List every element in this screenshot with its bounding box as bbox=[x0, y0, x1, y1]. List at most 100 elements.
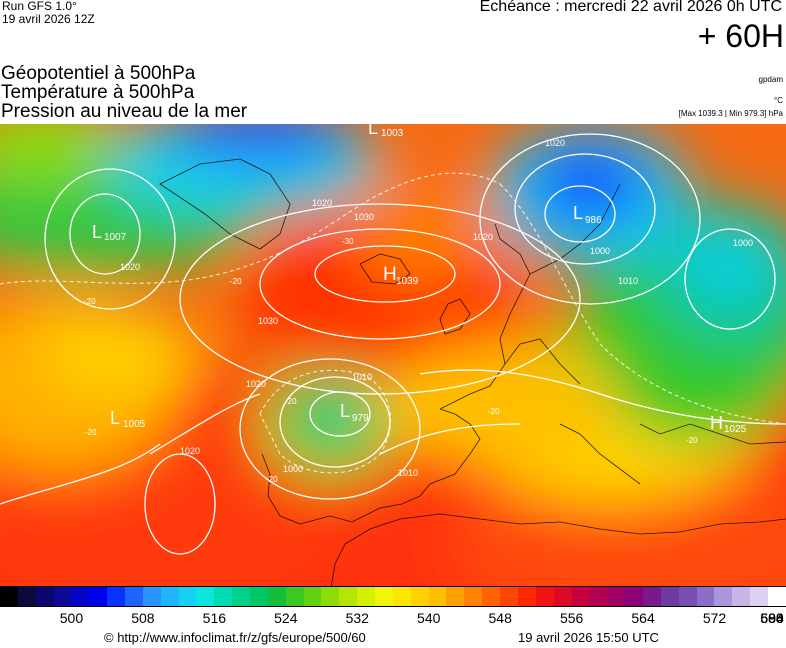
svg-text:1020: 1020 bbox=[120, 262, 140, 272]
colorbar-swatch bbox=[107, 587, 126, 606]
isotherms bbox=[0, 172, 786, 474]
colorbar-swatch bbox=[35, 587, 54, 606]
svg-text:-30: -30 bbox=[342, 237, 354, 246]
colorbar-swatch bbox=[178, 587, 197, 606]
colorbar-tick-label: 500 bbox=[59, 610, 84, 626]
lead-time: + 60H bbox=[697, 18, 784, 54]
svg-text:-20: -20 bbox=[230, 277, 242, 286]
svg-text:-20: -20 bbox=[85, 428, 97, 437]
colorbar-tick-label: 540 bbox=[417, 610, 441, 626]
coastlines bbox=[159, 158, 786, 586]
colorbar-tick-label: 596 bbox=[760, 610, 784, 626]
colorbar-swatch bbox=[428, 587, 447, 606]
svg-text:1020: 1020 bbox=[545, 138, 565, 148]
colorbar-swatch bbox=[339, 587, 358, 606]
low-label: L bbox=[340, 401, 350, 421]
svg-text:1020: 1020 bbox=[312, 198, 332, 208]
svg-text:1020: 1020 bbox=[246, 379, 266, 389]
unit-geopotential: gpdam bbox=[758, 75, 783, 84]
colorbar-swatch bbox=[89, 587, 108, 606]
colorbar-swatch bbox=[553, 587, 572, 606]
svg-text:1010: 1010 bbox=[398, 468, 418, 478]
colorbar-swatch bbox=[142, 587, 161, 606]
colorbar-swatch bbox=[17, 587, 36, 606]
low-label: L bbox=[110, 408, 120, 428]
colorbar-swatch bbox=[535, 587, 554, 606]
colorbar-tick-label: 516 bbox=[202, 610, 227, 626]
colorbar-swatch bbox=[53, 587, 72, 606]
generated-time: 19 avril 2026 15:50 UTC bbox=[518, 630, 659, 645]
svg-text:1010: 1010 bbox=[352, 372, 372, 382]
colorbar-swatch bbox=[392, 587, 411, 606]
pressure-extremes: [Max 1039.3 | Min 979.3] hPa bbox=[678, 109, 783, 118]
svg-text:-20: -20 bbox=[84, 297, 96, 306]
colorbar-swatch bbox=[214, 587, 233, 606]
colorbar-tick-label: 564 bbox=[631, 610, 655, 626]
colorbar-swatch bbox=[464, 587, 483, 606]
isobar-labels: 1000 1000 1000 1010 1010 1010 1020 1020 … bbox=[120, 138, 753, 478]
colorbar-swatch bbox=[732, 587, 751, 606]
colorbar-swatch bbox=[482, 587, 501, 606]
colorbar-tick-label: 588 bbox=[760, 610, 784, 626]
colorbar-ticks: 500 508 516 524 532 540 548 556 564 572 580 588 596 6… bbox=[0, 608, 786, 628]
colorbar-swatch bbox=[767, 587, 786, 606]
colorbar-swatch bbox=[303, 587, 322, 606]
colorbar-swatch bbox=[375, 587, 393, 606]
copyright: © http://www.infoclimat.fr/z/gfs/europe/… bbox=[104, 630, 366, 645]
parameter-temperature: Température à 500hPa bbox=[1, 82, 195, 103]
low-value: 1003 bbox=[381, 128, 404, 139]
high-label: H bbox=[710, 413, 723, 433]
colorbar-swatch bbox=[125, 587, 143, 606]
colorbar-swatch bbox=[607, 587, 626, 606]
low-value: 1007 bbox=[104, 232, 127, 243]
isobars bbox=[0, 133, 786, 555]
colorbar-swatch bbox=[321, 587, 340, 606]
colorbar-swatch bbox=[267, 587, 286, 606]
svg-text:-20: -20 bbox=[285, 397, 297, 406]
low-value: 979 bbox=[352, 413, 369, 424]
parameter-geopotential: Géopotentiel à 500hPa bbox=[1, 63, 196, 84]
colorbar-swatch bbox=[696, 587, 715, 606]
temperature-labels: -20 -20 -20 -20 -20 -20 -20 -30 bbox=[84, 237, 698, 484]
geopotential-field bbox=[0, 124, 786, 586]
pressure-centers: H 1039 L 979 L 986 L 1005 L 1007 L 1003 … bbox=[92, 124, 747, 435]
valid-time: Echéance : mercredi 22 avril 2026 0h UTC bbox=[479, 0, 782, 15]
low-label: L bbox=[573, 203, 583, 223]
colorbar-swatch bbox=[678, 587, 697, 606]
colorbar-tick-label: 508 bbox=[131, 610, 155, 626]
high-value: 1025 bbox=[724, 424, 747, 435]
colorbar-swatch bbox=[589, 587, 608, 606]
low-value: 986 bbox=[585, 215, 602, 226]
unit-temperature: °C bbox=[774, 96, 783, 105]
svg-text:-20: -20 bbox=[266, 475, 278, 484]
colorbar-tick-label: 580 bbox=[760, 610, 784, 626]
high-label: H bbox=[383, 264, 397, 285]
colorbar-swatch bbox=[357, 587, 376, 606]
colorbar-tick-label: 548 bbox=[488, 610, 512, 626]
colorbar-tick-label: 532 bbox=[345, 610, 369, 626]
colorbar bbox=[0, 586, 786, 607]
colorbar-swatch bbox=[714, 587, 733, 606]
colorbar-swatch bbox=[660, 587, 679, 606]
svg-text:-20: -20 bbox=[686, 436, 698, 445]
weather-map: H 1039 L 979 L 986 L 1005 L 1007 L 1003 … bbox=[0, 124, 786, 586]
colorbar-tick-label: 604 bbox=[760, 610, 784, 626]
colorbar-swatch bbox=[0, 587, 18, 606]
svg-text:-20: -20 bbox=[488, 407, 500, 416]
colorbar-swatch bbox=[625, 587, 643, 606]
colorbar-tick-label: 524 bbox=[274, 610, 298, 626]
colorbar-swatch bbox=[500, 587, 518, 606]
parameter-pressure: Pression au niveau de la mer bbox=[1, 101, 248, 122]
colorbar-swatch bbox=[71, 587, 90, 606]
svg-text:1000: 1000 bbox=[590, 246, 610, 256]
high-value: 1039 bbox=[396, 276, 419, 287]
run-date: 19 avril 2026 12Z bbox=[2, 12, 95, 26]
colorbar-tick-label: 556 bbox=[559, 610, 584, 626]
colorbar-swatch bbox=[750, 587, 768, 606]
svg-text:1020: 1020 bbox=[180, 446, 200, 456]
colorbar-swatch bbox=[250, 587, 268, 606]
low-label: L bbox=[92, 222, 102, 242]
svg-text:1020: 1020 bbox=[473, 232, 493, 242]
colorbar-swatch bbox=[196, 587, 215, 606]
colorbar-swatch bbox=[642, 587, 661, 606]
